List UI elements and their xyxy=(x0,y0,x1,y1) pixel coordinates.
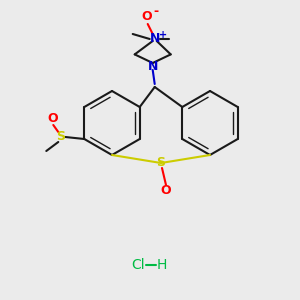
Text: Cl: Cl xyxy=(131,258,145,272)
Text: -: - xyxy=(153,4,158,17)
Text: O: O xyxy=(141,11,152,23)
Text: S: S xyxy=(157,157,166,169)
Text: H: H xyxy=(157,258,167,272)
Text: N: N xyxy=(149,32,160,46)
Text: N: N xyxy=(148,61,158,74)
Text: O: O xyxy=(161,184,171,197)
Text: O: O xyxy=(47,112,58,124)
Text: S: S xyxy=(56,130,65,143)
Text: +: + xyxy=(159,30,167,40)
